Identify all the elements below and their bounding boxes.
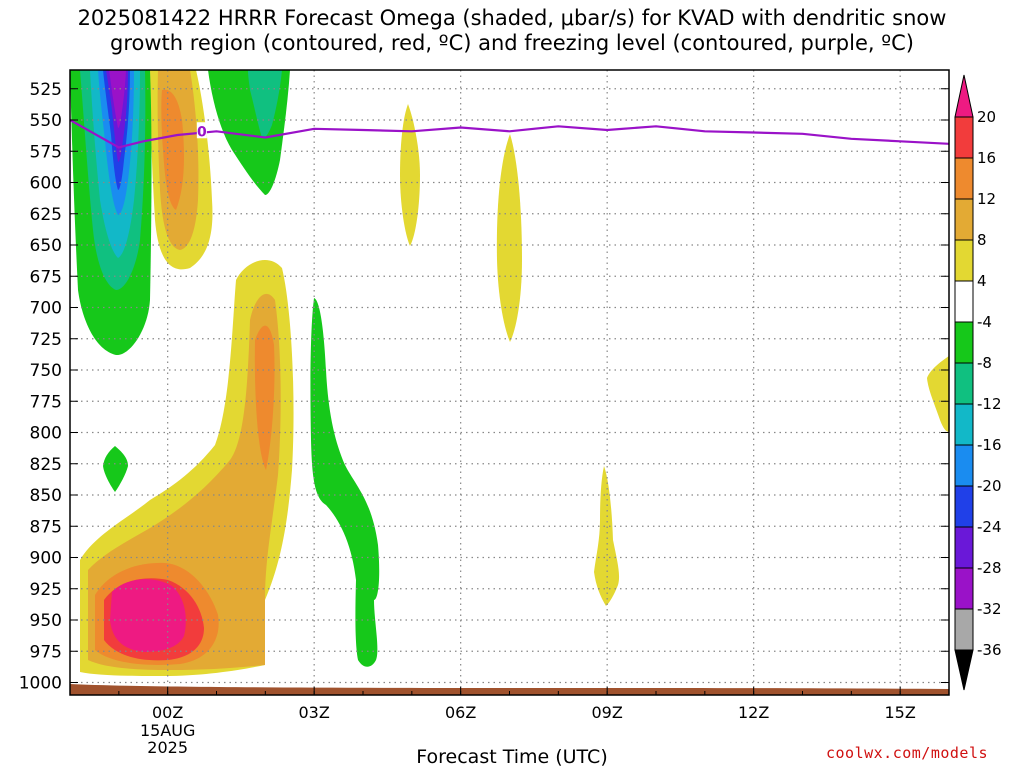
ascent-lens-07z bbox=[496, 134, 522, 342]
small-descent bbox=[103, 446, 128, 492]
colorbar-label: 20 bbox=[977, 108, 996, 126]
descent-column bbox=[310, 298, 380, 667]
y-tick-label: 650 bbox=[30, 236, 62, 256]
colorbar-label: -12 bbox=[977, 395, 1002, 413]
colorbar-bin bbox=[954, 485, 974, 528]
y-tick-label: 800 bbox=[30, 424, 62, 444]
colorbar-bin bbox=[954, 362, 974, 405]
colorbar-label: 12 bbox=[977, 190, 996, 208]
y-tick-label: 700 bbox=[30, 299, 62, 319]
chart-title-line1: 2025081422 HRRR Forecast Omega (shaded, … bbox=[77, 6, 947, 30]
grid-lines bbox=[70, 70, 949, 695]
x-tick-label: 03Z bbox=[299, 703, 330, 722]
y-tick-label: 575 bbox=[30, 142, 62, 162]
colorbar-top-arrow bbox=[954, 74, 974, 118]
colorbar-bin bbox=[954, 526, 974, 569]
chart-title-line2: growth region (contoured, red, ºC) and f… bbox=[110, 31, 914, 55]
colorbar-bin bbox=[954, 321, 974, 364]
colorbar-bin bbox=[954, 198, 974, 241]
colorbar-bin bbox=[954, 608, 974, 651]
y-tick-label: 775 bbox=[30, 392, 62, 412]
y-tick-label: 1000 bbox=[19, 674, 62, 694]
colorbar-label: -20 bbox=[977, 477, 1002, 495]
colorbar-label: -36 bbox=[977, 641, 1002, 659]
ascent-region-20 bbox=[110, 579, 186, 652]
y-tick-label: 875 bbox=[30, 517, 62, 537]
y-tick-label: 550 bbox=[30, 111, 62, 131]
y-tick-label: 975 bbox=[30, 642, 62, 662]
y-axis: 525 550 575 600 625 650 675 700 725 750 775 800 825 8… bbox=[19, 80, 949, 694]
y-tick-label: 950 bbox=[30, 611, 62, 631]
ascent-region-12b bbox=[254, 325, 275, 470]
upper-descent-b-8 bbox=[248, 70, 282, 139]
y-tick-label: 925 bbox=[30, 580, 62, 600]
colorbar-bin bbox=[954, 280, 974, 323]
y-tick-label: 525 bbox=[30, 80, 62, 100]
colorbar-bin bbox=[954, 116, 974, 159]
colorbar-label: 8 bbox=[977, 231, 987, 249]
colorbar-bin bbox=[954, 567, 974, 610]
colorbar-label: 4 bbox=[977, 272, 987, 290]
colorbar-label: 16 bbox=[977, 149, 996, 167]
upper-ascent-12 bbox=[161, 89, 184, 210]
omega-shading bbox=[70, 70, 949, 676]
ascent-lens-05z bbox=[400, 104, 420, 246]
colorbar-bin bbox=[954, 157, 974, 200]
colorbar-label: -24 bbox=[977, 518, 1002, 536]
colorbar-label: -16 bbox=[977, 436, 1002, 454]
x-tick-label: 15Z bbox=[885, 703, 916, 722]
upper-descent-28 bbox=[109, 70, 126, 128]
colorbar-label: -32 bbox=[977, 600, 1002, 618]
site-credit: coolwx.com/models bbox=[826, 744, 989, 762]
colorbar-label: -4 bbox=[977, 313, 992, 331]
colorbar-bin bbox=[954, 403, 974, 446]
colorbar-bin bbox=[954, 239, 974, 282]
x-tick-sublabel: 15AUG bbox=[140, 721, 195, 740]
y-tick-label: 675 bbox=[30, 267, 62, 287]
x-tick-label: 00Z bbox=[152, 703, 183, 722]
y-tick-label: 600 bbox=[30, 174, 62, 194]
x-axis-label: Forecast Time (UTC) bbox=[416, 746, 608, 768]
y-tick-label: 750 bbox=[30, 361, 62, 381]
ascent-lens-09z bbox=[594, 466, 620, 606]
colorbar-label: -28 bbox=[977, 559, 1002, 577]
x-tick-sublabel: 2025 bbox=[147, 738, 188, 757]
x-tick-label: 09Z bbox=[592, 703, 623, 722]
y-tick-label: 625 bbox=[30, 205, 62, 225]
x-tick-label: 12Z bbox=[738, 703, 769, 722]
colorbar-bottom-arrow bbox=[954, 649, 974, 691]
freezing-level-contour bbox=[70, 119, 949, 149]
y-tick-label: 725 bbox=[30, 330, 62, 350]
y-tick-label: 900 bbox=[30, 549, 62, 569]
ground-strip bbox=[70, 684, 949, 695]
colorbar: 20 16 12 8 4 -4 -8 -12 -16 -20 -24 -28 -32 -36 bbox=[954, 74, 1002, 691]
contour-label-bg bbox=[196, 122, 207, 139]
x-tick-label: 06Z bbox=[445, 703, 476, 722]
y-tick-label: 850 bbox=[30, 486, 62, 506]
colorbar-label: -8 bbox=[977, 354, 992, 372]
contour-label-text: 0 bbox=[197, 124, 207, 140]
colorbar-bin bbox=[954, 444, 974, 487]
y-tick-label: 825 bbox=[30, 455, 62, 475]
ascent-lens-16z bbox=[927, 356, 949, 432]
freezing-level-label: 0 bbox=[196, 122, 207, 140]
chart-title: 2025081422 HRRR Forecast Omega (shaded, … bbox=[0, 6, 1024, 56]
